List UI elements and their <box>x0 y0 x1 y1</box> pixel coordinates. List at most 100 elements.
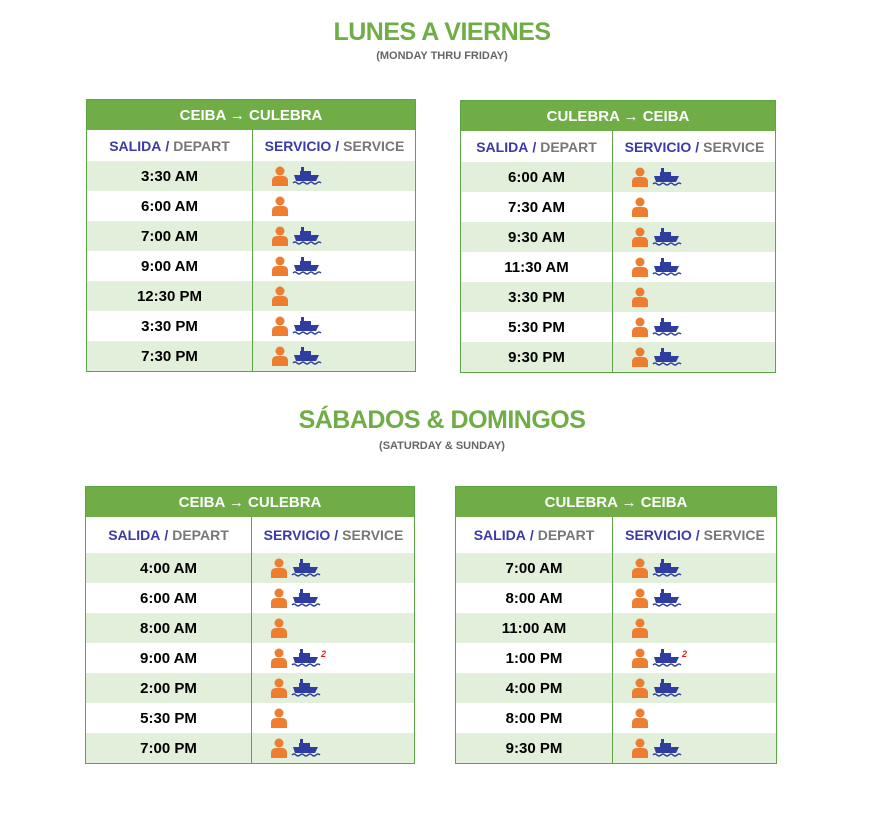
passenger-icon <box>632 287 648 307</box>
schedule-row: 9:00 AM <box>87 251 415 281</box>
departure-time: 4:00 PM <box>505 679 563 697</box>
column-header: SALIDA / DEPART <box>86 517 251 553</box>
departure-time: 9:30 PM <box>508 348 565 366</box>
service-icons <box>632 162 682 192</box>
header-en: DEPART <box>537 527 595 543</box>
header-sep: / <box>532 138 537 155</box>
schedule-table: CEIBA → CULEBRA SALIDA / DEPART SERVICIO / SER… <box>85 486 415 764</box>
passenger-icon <box>632 708 648 728</box>
passenger-icon <box>272 286 288 306</box>
ferry-icon <box>292 347 322 365</box>
header-es: SERVICIO <box>625 527 692 543</box>
schedule-row: 5:30 PM <box>86 703 414 733</box>
passenger-icon <box>632 648 648 668</box>
header-sep: / <box>165 137 170 154</box>
schedule-row: 2:00 PM <box>86 673 414 703</box>
departure-time: 4:00 AM <box>140 559 197 577</box>
service-icons <box>632 252 682 282</box>
departure-time: 11:30 AM <box>504 258 569 276</box>
column-header: SALIDA / DEPART <box>456 517 612 553</box>
header-es: SERVICIO <box>263 527 331 543</box>
departure-time: 11:00 AM <box>501 619 567 637</box>
service-icons <box>632 342 682 372</box>
schedule-row: 8:00 PM <box>456 703 776 733</box>
passenger-icon <box>632 558 648 578</box>
header-es: SERVICIO <box>264 137 332 154</box>
service-icons <box>272 311 322 341</box>
ferry-icon <box>652 649 682 667</box>
service-icons <box>632 583 682 613</box>
schedule-row: 12:30 PM <box>87 281 415 311</box>
passenger-icon <box>632 738 648 758</box>
departure-time: 9:00 AM <box>141 257 198 275</box>
passenger-icon <box>271 738 287 758</box>
departure-time: 7:00 PM <box>140 739 197 757</box>
service-icons <box>272 281 288 311</box>
passenger-icon <box>272 316 288 336</box>
schedule-row: 4:00 AM <box>86 553 414 583</box>
header-es: SALIDA <box>473 527 526 543</box>
passenger-icon <box>271 558 287 578</box>
service-icons <box>272 191 288 221</box>
service-note: 2 <box>321 649 327 659</box>
column-header: SERVICIO / SERVICE <box>252 130 417 161</box>
column-divider <box>252 130 253 371</box>
column-header: SALIDA / DEPART <box>461 131 612 162</box>
schedule-row: 7:00 AM <box>456 553 776 583</box>
schedule-row: 7:00 AM <box>87 221 415 251</box>
route-header: CEIBA → CULEBRA <box>86 487 414 517</box>
schedule-row: 3:30 AM <box>87 161 415 191</box>
departure-time: 6:00 AM <box>141 197 198 215</box>
column-header: SERVICIO / SERVICE <box>612 517 778 553</box>
departure-time: 2:00 PM <box>140 679 197 697</box>
header-en: DEPART <box>540 138 597 155</box>
schedule-row: 9:00 AM 2 <box>86 643 414 673</box>
service-icons <box>632 312 682 342</box>
passenger-icon <box>632 197 648 217</box>
schedule-row: 7:30 AM <box>461 192 775 222</box>
section-subtitle: (SATURDAY & SUNDAY) <box>379 440 505 452</box>
header-en: DEPART <box>173 137 230 154</box>
ferry-icon <box>652 258 682 276</box>
service-icons <box>271 613 287 643</box>
departure-time: 8:00 PM <box>505 709 563 727</box>
passenger-icon <box>632 618 648 638</box>
ferry-icon <box>292 227 322 245</box>
ferry-icon <box>291 739 321 757</box>
passenger-icon <box>271 588 287 608</box>
passenger-icon <box>272 196 288 216</box>
column-divider <box>251 517 252 763</box>
passenger-icon <box>272 226 288 246</box>
passenger-icon <box>632 227 648 247</box>
service-icons <box>272 251 322 281</box>
schedule-row: 1:00 PM 2 <box>456 643 776 673</box>
column-header: SERVICIO / SERVICE <box>612 131 777 162</box>
passenger-icon <box>272 256 288 276</box>
section-title: LUNES A VIERNES <box>333 18 551 46</box>
schedule-row: 9:30 AM <box>461 222 775 252</box>
departure-time: 3:30 PM <box>141 317 198 335</box>
header-sep: / <box>695 527 700 543</box>
schedule-row: 11:30 AM <box>461 252 775 282</box>
ferry-icon <box>291 589 321 607</box>
ferry-icon <box>652 168 682 186</box>
departure-time: 7:30 AM <box>508 198 565 216</box>
service-icons <box>271 673 321 703</box>
schedule-row: 11:00 AM <box>456 613 776 643</box>
column-divider <box>612 131 613 372</box>
ferry-icon <box>652 559 682 577</box>
passenger-icon <box>272 166 288 186</box>
ferry-icon <box>652 348 682 366</box>
header-es: SALIDA <box>109 137 162 154</box>
passenger-icon <box>632 678 648 698</box>
service-icons <box>272 161 322 191</box>
header-en: SERVICE <box>343 137 405 154</box>
ferry-icon <box>652 589 682 607</box>
service-icons <box>632 733 682 763</box>
ferry-icon <box>291 679 321 697</box>
service-icons <box>632 703 648 733</box>
service-icons <box>272 221 322 251</box>
ferry-icon <box>652 228 682 246</box>
service-icons <box>632 553 682 583</box>
